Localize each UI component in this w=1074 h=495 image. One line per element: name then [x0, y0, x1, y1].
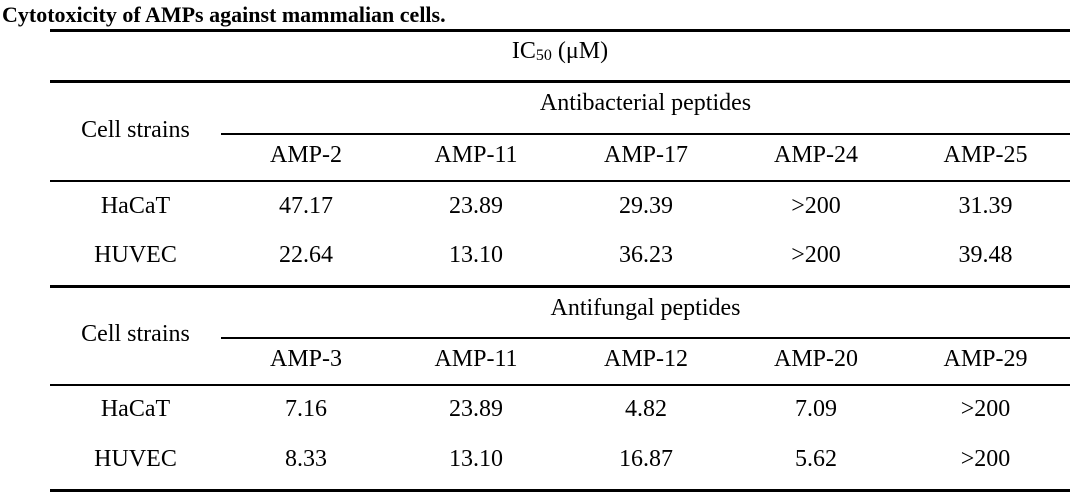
value-cell: 29.39: [619, 193, 673, 219]
ic50-prefix: IC: [511, 38, 536, 64]
column-header: AMP-20: [773, 346, 858, 372]
value-cell: 36.23: [619, 242, 673, 268]
column-header: AMP-11: [434, 142, 518, 168]
column-header: AMP-2: [269, 142, 342, 168]
ic50-suffix: (μM): [551, 38, 609, 64]
value-cell: 39.48: [958, 242, 1013, 268]
value-cell: 47.17: [279, 193, 333, 219]
column-header: AMP-11: [434, 346, 518, 372]
value-cell: 13.10: [449, 242, 503, 268]
value-cell: >200: [791, 242, 841, 268]
ic50-subscript: 50: [535, 47, 552, 64]
top-rule: [50, 29, 1070, 32]
group-underline: [221, 133, 1070, 135]
value-cell: 16.87: [619, 446, 673, 472]
value-cell: 22.64: [279, 242, 333, 268]
column-header: AMP-12: [603, 346, 688, 372]
value-cell: 23.89: [449, 193, 503, 219]
row-label: HUVEC: [94, 446, 177, 472]
value-cell: >200: [960, 396, 1011, 422]
column-rule: [50, 384, 1070, 386]
value-cell: 7.16: [285, 396, 327, 422]
group-label-antifungal: Antifungal peptides: [550, 295, 741, 321]
value-cell: >200: [960, 446, 1011, 472]
column-header: AMP-24: [773, 142, 858, 168]
row-label: HaCaT: [100, 193, 171, 219]
row-label: HUVEC: [94, 242, 177, 268]
value-cell: >200: [791, 193, 841, 219]
column-header: AMP-17: [603, 142, 688, 168]
value-cell: 5.62: [795, 446, 837, 472]
cell-strains-header: Cell strains: [81, 117, 190, 143]
row-label: HaCaT: [100, 396, 171, 422]
bottom-rule: [50, 489, 1070, 492]
header-rule: [50, 80, 1070, 83]
group-label-antibacterial: Antibacterial peptides: [539, 90, 752, 116]
ic50-header: IC50 (μM): [50, 37, 1070, 70]
group-underline: [221, 337, 1070, 339]
table-caption: Cytotoxicity of AMPs against mammalian c…: [2, 2, 446, 27]
value-cell: 8.33: [285, 446, 327, 472]
column-rule: [50, 180, 1070, 182]
column-header: AMP-29: [943, 346, 1028, 372]
column-header: AMP-25: [943, 142, 1028, 168]
cell-strains-header: Cell strains: [81, 321, 190, 347]
value-cell: 13.10: [449, 446, 503, 472]
value-cell: 4.82: [625, 396, 667, 422]
value-cell: 31.39: [958, 193, 1013, 219]
column-header: AMP-3: [269, 346, 342, 372]
section-rule: [50, 285, 1070, 288]
value-cell: 7.09: [795, 396, 837, 422]
value-cell: 23.89: [449, 396, 503, 422]
